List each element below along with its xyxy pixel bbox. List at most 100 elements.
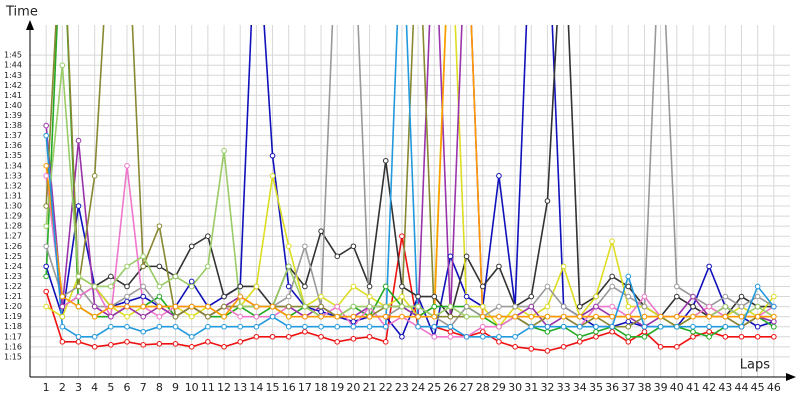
point: [479, 313, 486, 320]
point: [285, 283, 292, 290]
point: [253, 333, 260, 340]
point: [593, 333, 599, 340]
point: [302, 328, 308, 335]
point: [269, 173, 276, 179]
point: [528, 346, 535, 352]
x-tick-label: 1: [43, 381, 50, 394]
x-tick-label: 46: [767, 381, 781, 394]
point: [172, 341, 179, 347]
point: [544, 328, 551, 335]
point: [334, 323, 341, 330]
point: [237, 313, 244, 320]
point: [754, 333, 761, 340]
point: [124, 323, 130, 330]
point: [641, 333, 648, 340]
y-tick-label: 1:33: [4, 171, 22, 180]
point: [140, 303, 146, 310]
point: [59, 339, 66, 345]
point: [754, 313, 761, 320]
point: [382, 339, 389, 345]
point: [674, 323, 680, 330]
point: [140, 253, 146, 260]
point: [350, 318, 357, 325]
y-tick-label: 1:22: [4, 282, 22, 291]
point: [399, 283, 405, 290]
y-tick-label: 1:45: [4, 51, 22, 60]
x-tick-label: 6: [124, 381, 131, 394]
point: [674, 283, 680, 290]
point: [124, 163, 130, 169]
point: [706, 328, 712, 335]
point: [334, 253, 341, 260]
point: [431, 323, 438, 330]
point: [205, 339, 211, 345]
point: [625, 273, 632, 280]
point: [593, 328, 599, 335]
y-tick-label: 1:17: [4, 332, 22, 341]
point: [205, 263, 211, 270]
point: [140, 263, 146, 270]
point: [722, 293, 729, 300]
point: [91, 313, 98, 320]
point: [641, 323, 648, 330]
x-tick-label: 25: [427, 381, 441, 394]
point: [544, 323, 551, 330]
point: [237, 303, 244, 310]
x-tick-label: 34: [573, 381, 587, 394]
point: [350, 335, 357, 342]
point: [237, 293, 244, 300]
point: [350, 243, 357, 250]
series-line: [45, 236, 774, 352]
x-tick-label: 13: [233, 381, 247, 394]
point: [738, 323, 745, 330]
point: [237, 339, 244, 345]
point: [156, 323, 163, 330]
x-tick-label: 28: [476, 381, 490, 394]
point: [318, 303, 324, 310]
point: [350, 323, 357, 330]
x-tick-label: 45: [751, 381, 765, 394]
point: [334, 303, 341, 310]
point: [172, 273, 179, 280]
y-tick-label: 1:32: [4, 181, 22, 190]
x-tick-label: 10: [185, 381, 199, 394]
y-tick-label: 1:23: [4, 272, 22, 281]
point: [302, 283, 308, 290]
point: [318, 293, 324, 300]
point: [463, 303, 470, 310]
point: [91, 173, 98, 179]
point: [221, 323, 227, 330]
point: [674, 344, 680, 350]
x-tick-label: 37: [621, 381, 635, 394]
point: [479, 328, 486, 335]
point: [496, 323, 502, 330]
point: [91, 303, 98, 310]
point: [172, 323, 179, 330]
y-tick-label: 1:24: [4, 262, 22, 271]
y-tick-label: 1:21: [4, 292, 22, 301]
point: [43, 273, 49, 280]
point: [334, 313, 341, 320]
point: [496, 313, 502, 320]
point: [156, 303, 163, 310]
point: [172, 303, 179, 310]
point: [59, 303, 66, 310]
y-tick-label: 1:18: [4, 322, 22, 331]
point: [576, 339, 583, 345]
point: [754, 293, 761, 300]
y-tick-label: 1:39: [4, 111, 22, 120]
point: [124, 298, 130, 305]
point: [156, 223, 163, 229]
point: [124, 263, 130, 270]
point: [690, 313, 696, 320]
point: [253, 303, 260, 310]
point: [560, 313, 567, 320]
point: [657, 313, 664, 320]
point: [690, 293, 696, 300]
x-tick-label: 17: [298, 381, 312, 394]
point: [43, 203, 49, 209]
point: [641, 313, 648, 320]
point: [75, 137, 82, 144]
point: [108, 323, 114, 330]
point: [754, 323, 761, 330]
